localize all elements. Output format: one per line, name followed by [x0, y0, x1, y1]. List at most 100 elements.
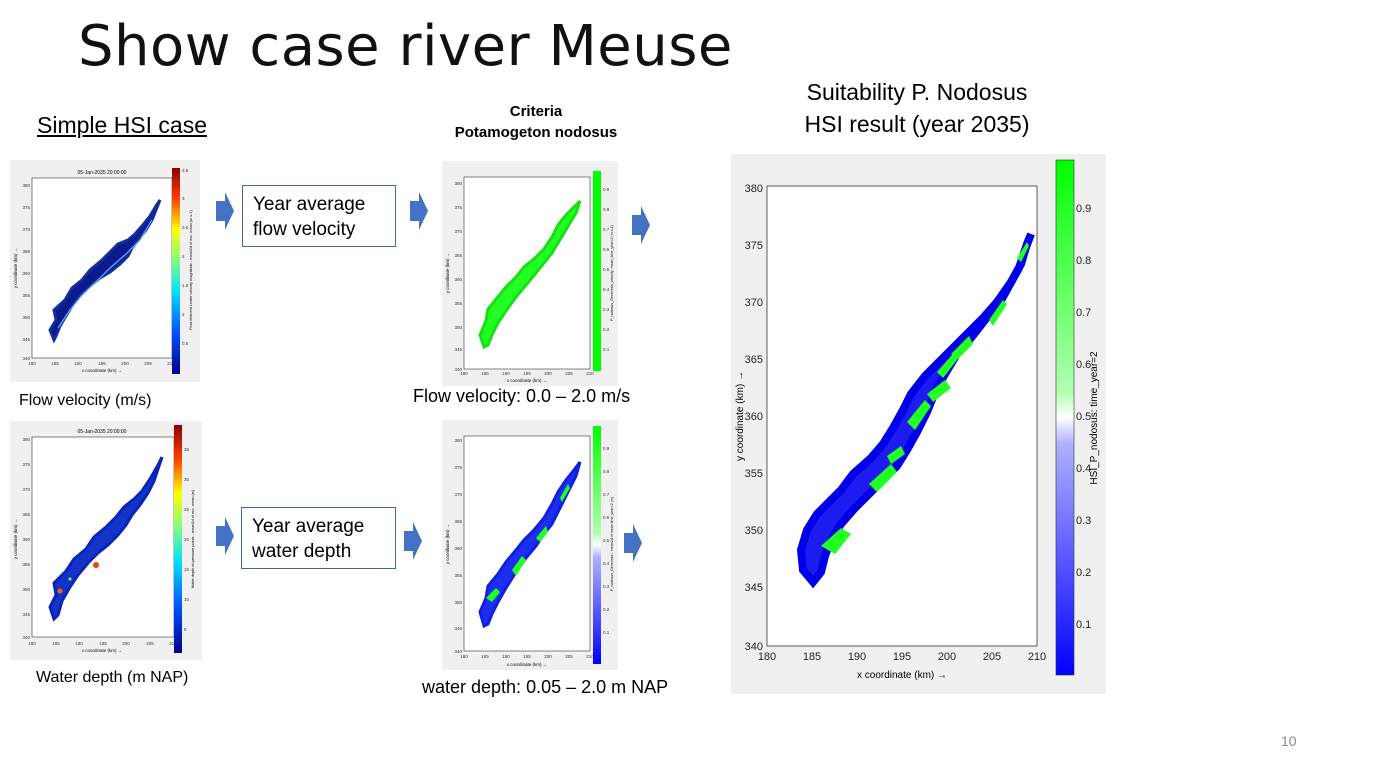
svg-text:210: 210	[586, 371, 594, 376]
x-axis-label: x coordinate (km) →	[82, 368, 123, 373]
svg-text:210: 210	[169, 641, 177, 646]
y-ticks: 380 375 370 365 360 355 350 345 340	[454, 181, 462, 372]
svg-text:380: 380	[454, 181, 462, 186]
result-heading-line2: HSI result (year 2035)	[804, 111, 1030, 137]
svg-text:350: 350	[745, 525, 763, 537]
arrow-right-icon	[410, 192, 428, 230]
x-ticks: 180 185 190 195 200 205 210	[460, 654, 594, 659]
y-ticks: 380 375 370 365 360 355 350 345 340	[22, 437, 30, 640]
colorbar-label: Water depth at pressure points - mean2d …	[191, 489, 195, 588]
svg-text:0.6: 0.6	[603, 247, 610, 252]
y-ticks: 380 375 370 365 360 355 350 345 340	[22, 183, 30, 361]
svg-text:0.8: 0.8	[1076, 255, 1091, 267]
svg-text:200: 200	[544, 371, 552, 376]
arrow-right-icon	[216, 192, 234, 230]
colorbar-ticks: 0.9 0.8 0.7 0.6 0.5 0.4 0.3 0.2 0.1	[1076, 203, 1091, 631]
flow-velocity-caption: Flow velocity (m/s)	[19, 392, 152, 409]
river-shape	[48, 456, 164, 622]
svg-text:355: 355	[22, 293, 30, 298]
box-line1: Year average	[252, 516, 365, 537]
svg-text:0.9: 0.9	[603, 187, 610, 192]
plot-title: 05-Jan-2035 20:00:00	[78, 429, 127, 435]
svg-text:365: 365	[22, 249, 30, 254]
svg-text:360: 360	[22, 271, 30, 276]
colorbar	[174, 425, 182, 653]
svg-text:190: 190	[74, 361, 82, 366]
svg-text:185: 185	[52, 641, 60, 646]
hsi-result-plot: 380 375 370 365 360 355 350 345 340 180 …	[735, 159, 1100, 681]
arrow-right-icon	[624, 524, 642, 562]
svg-text:0.3: 0.3	[603, 307, 610, 312]
criteria-velocity-map: 380 375 370 365 360 355 350 345 340 180 …	[442, 161, 618, 386]
svg-text:185: 185	[481, 371, 489, 376]
svg-text:200: 200	[544, 654, 552, 659]
arrow-right-icon	[216, 517, 234, 555]
svg-text:370: 370	[454, 229, 462, 234]
colorbar	[593, 426, 601, 664]
svg-text:370: 370	[745, 297, 763, 309]
y-axis-label: y coordinate (km) →	[445, 253, 450, 294]
river-shape	[478, 199, 582, 350]
svg-text:0.7: 0.7	[1076, 307, 1091, 319]
svg-text:0.3: 0.3	[1076, 515, 1091, 527]
colorbar-label: Flow element center velocity magnitude -…	[189, 209, 193, 329]
colorbar-ticks: 0.9 0.8 0.7 0.6 0.5 0.4 0.3 0.2 0.1	[603, 187, 610, 352]
y-axis-label: y coordinate (km) →	[735, 371, 746, 461]
svg-text:180: 180	[460, 371, 468, 376]
x-axis-label: x coordinate (km) →	[507, 662, 548, 667]
svg-text:190: 190	[502, 654, 510, 659]
flow-velocity-map: 05-Jan-2035 20:00:00 380 375 370 365 360…	[10, 160, 200, 382]
river-shape	[478, 461, 582, 629]
y-axis-label: y coordinate (km) →	[445, 524, 450, 565]
svg-text:1: 1	[182, 312, 185, 317]
svg-text:380: 380	[22, 437, 30, 442]
river-shape	[48, 199, 162, 344]
svg-text:0.7: 0.7	[603, 227, 610, 232]
svg-text:355: 355	[22, 562, 30, 567]
svg-text:205: 205	[983, 651, 1001, 663]
svg-text:200: 200	[938, 651, 956, 663]
svg-text:185: 185	[803, 651, 821, 663]
svg-text:180: 180	[460, 654, 468, 659]
svg-text:1.5: 1.5	[182, 283, 189, 288]
svg-text:0.8: 0.8	[603, 469, 610, 474]
svg-text:0.5: 0.5	[603, 538, 610, 543]
result-heading-line1: Suitability P. Nodosus	[806, 79, 1028, 105]
svg-text:0.2: 0.2	[603, 607, 610, 612]
svg-text:185: 185	[481, 654, 489, 659]
colorbar	[172, 168, 180, 374]
svg-text:190: 190	[848, 651, 866, 663]
svg-text:200: 200	[122, 641, 130, 646]
svg-text:2.5: 2.5	[182, 225, 189, 230]
y-ticks: 380 375 370 365 360 355 350 345 340	[454, 438, 462, 654]
svg-text:360: 360	[745, 411, 763, 423]
svg-text:380: 380	[745, 183, 763, 195]
svg-text:365: 365	[745, 354, 763, 366]
svg-text:2: 2	[182, 254, 185, 259]
svg-text:360: 360	[22, 537, 30, 542]
year-average-velocity-box: Year average flow velocity	[242, 185, 396, 247]
criteria-depth-caption: water depth: 0.05 – 2.0 m NAP	[422, 677, 669, 697]
colorbar	[1055, 159, 1075, 676]
svg-text:205: 205	[144, 361, 152, 366]
svg-text:365: 365	[454, 519, 462, 524]
y-axis-label: y coordinate (km) →	[13, 248, 18, 289]
svg-text:340: 340	[745, 641, 763, 653]
svg-text:0.5: 0.5	[182, 341, 189, 346]
svg-text:350: 350	[22, 587, 30, 592]
criteria-velocity-plot: 380 375 370 365 360 355 350 345 340 180 …	[445, 171, 614, 383]
water-depth-map: 05-Jan-2035 20:00:00 380 375 370 365 360…	[10, 421, 202, 660]
x-axis-label: x coordinate (km) →	[507, 378, 548, 383]
svg-text:365: 365	[22, 512, 30, 517]
colorbar	[593, 171, 601, 371]
svg-text:0.7: 0.7	[603, 492, 610, 497]
svg-text:180: 180	[758, 651, 776, 663]
slide-title: Show case river Meuse	[78, 14, 733, 79]
svg-text:20: 20	[184, 537, 190, 542]
y-ticks: 380 375 370 365 360 355 350 345 340	[745, 183, 763, 653]
svg-text:345: 345	[454, 347, 462, 352]
svg-text:195: 195	[523, 371, 531, 376]
svg-text:5: 5	[184, 627, 187, 632]
svg-text:380: 380	[454, 438, 462, 443]
svg-text:375: 375	[22, 462, 30, 467]
